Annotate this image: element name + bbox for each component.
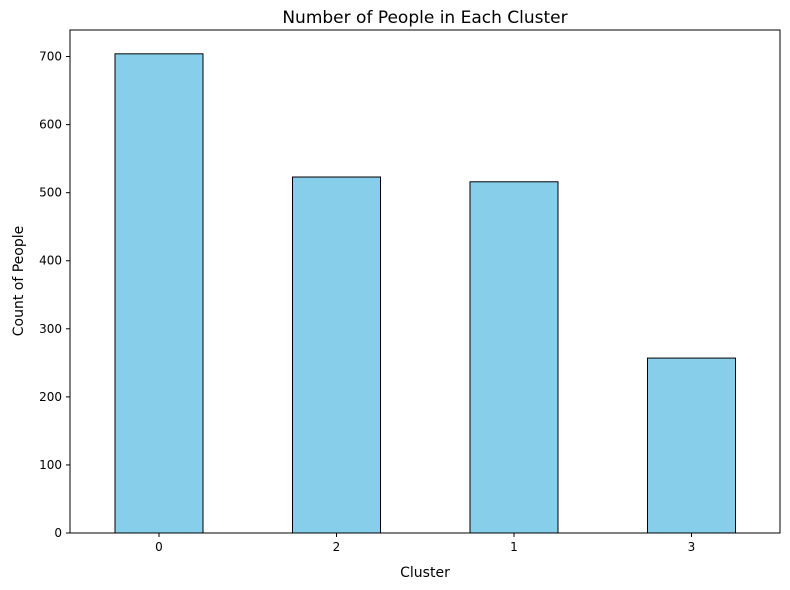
y-tick-label: 0: [54, 526, 62, 540]
chart-title: Number of People in Each Cluster: [282, 8, 567, 28]
x-axis: 0 2 1 3: [155, 533, 695, 554]
x-tick-label: 3: [688, 540, 696, 554]
x-tick-label: 0: [155, 540, 163, 554]
x-axis-label: Cluster: [400, 565, 450, 581]
y-tick-label: 200: [39, 390, 62, 404]
bar-cluster-1: [469, 181, 559, 534]
bar-cluster-3: [647, 357, 736, 534]
bars-group: [114, 53, 736, 534]
bar-cluster-2: [292, 176, 381, 534]
y-tick-label: 600: [39, 118, 62, 132]
y-tick-label: 400: [39, 254, 62, 268]
plot-frame: [69, 29, 781, 534]
y-axis-label: Count of People: [11, 226, 27, 336]
y-tick-label: 700: [39, 50, 62, 64]
bar-cluster-0: [114, 53, 204, 534]
y-tick-label: 300: [39, 322, 62, 336]
x-tick-label: 1: [510, 540, 518, 554]
x-tick-label: 2: [333, 540, 341, 554]
y-tick-label: 100: [39, 458, 62, 472]
y-tick-label: 500: [39, 186, 62, 200]
y-axis: 0 100 200 300 400 500 600 700: [39, 50, 70, 540]
